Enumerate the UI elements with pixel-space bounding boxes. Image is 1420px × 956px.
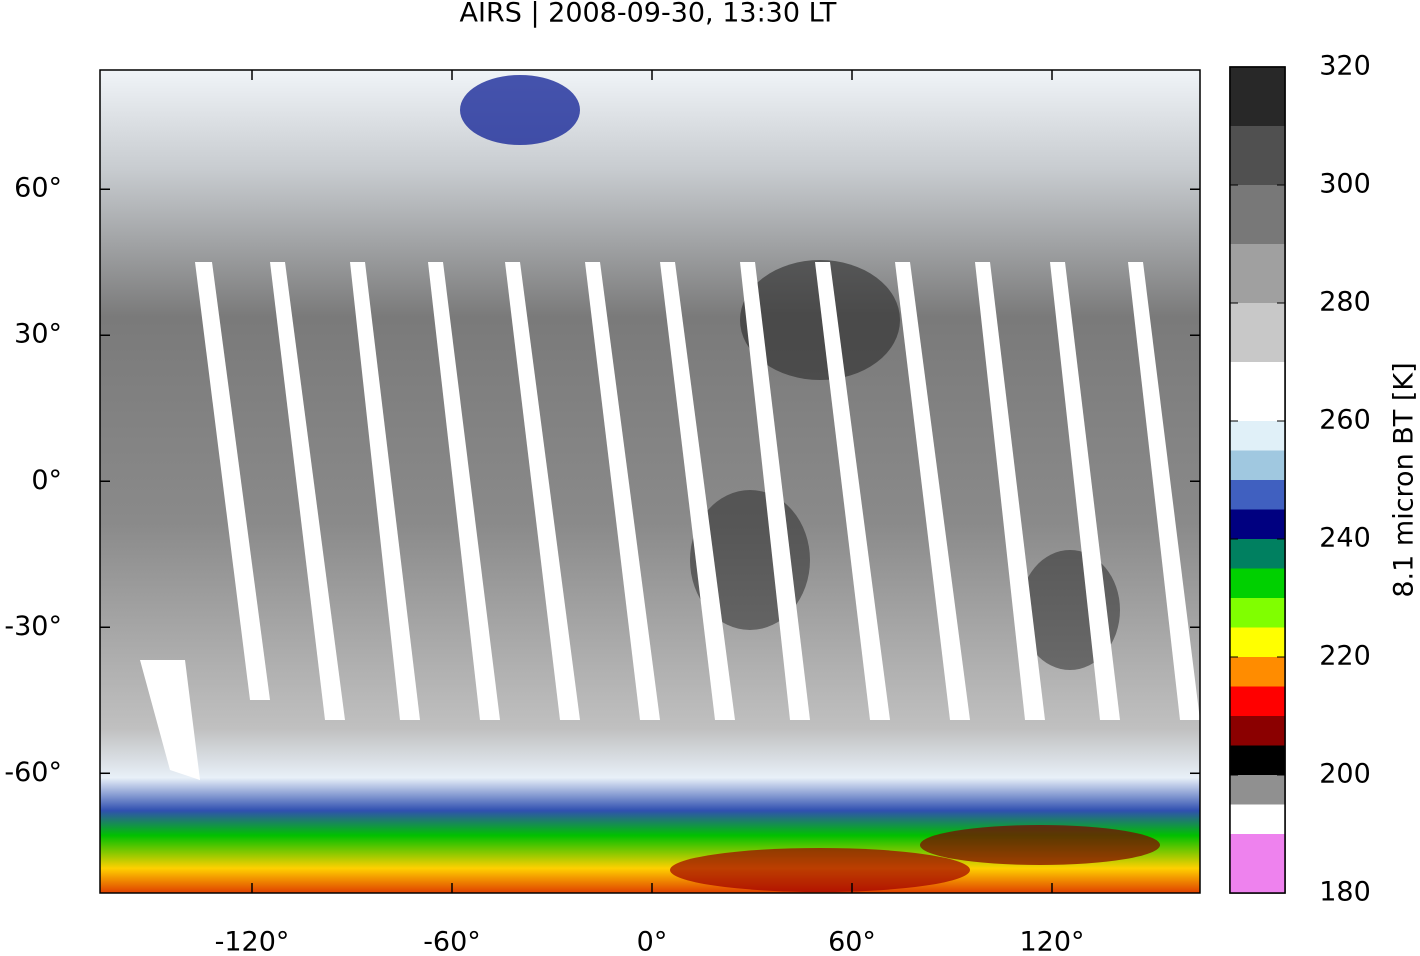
x-tick-label: 60° [828, 927, 876, 956]
colorbar-label: 8.1 micron BT [K] [1389, 362, 1420, 597]
colorbar-segment [1230, 804, 1285, 834]
colorbar-segment [1230, 421, 1285, 451]
colorbar-segment [1230, 450, 1285, 480]
colorbar-segment [1230, 480, 1285, 510]
colorbar-segment [1230, 834, 1285, 893]
map-image [100, 70, 1200, 893]
colorbar-tick-label: 260 [1319, 405, 1371, 436]
colorbar-tick-label: 320 [1319, 51, 1371, 82]
colorbar-segment [1230, 657, 1285, 687]
x-tick-label: -60° [423, 927, 481, 956]
colorbar-segment [1230, 716, 1285, 746]
colorbar-tick-label: 300 [1319, 169, 1371, 200]
x-tick-label: -120° [215, 927, 290, 956]
y-tick-label: 30° [14, 319, 62, 350]
colorbar-segment [1230, 67, 1285, 126]
colorbar-segment [1230, 598, 1285, 628]
y-tick-label: -30° [4, 611, 62, 642]
colorbar-segment [1230, 539, 1285, 569]
colorbar-segment [1230, 686, 1285, 716]
y-tick-label: 60° [14, 173, 62, 204]
colorbar-segment [1230, 745, 1285, 775]
y-tick-label: -60° [4, 757, 62, 788]
colorbar-segment [1230, 627, 1285, 657]
x-tick-label: 0° [637, 927, 668, 956]
colorbar-segment [1230, 509, 1285, 539]
colorbar-tick-label: 280 [1319, 287, 1371, 318]
colorbar-segment [1230, 775, 1285, 805]
colorbar-segment [1230, 362, 1285, 421]
colorbar-tick-label: 200 [1319, 759, 1371, 790]
colorbar-tick-label: 220 [1319, 641, 1371, 672]
colorbar-tick-label: 240 [1319, 523, 1371, 554]
colorbar-segment [1230, 568, 1285, 598]
colorbar-tick-label: 180 [1319, 877, 1371, 908]
colorbar-segment [1230, 303, 1285, 362]
chart-title: AIRS | 2008-09-30, 13:30 LT [460, 0, 837, 29]
x-tick-label: 120° [1019, 927, 1084, 956]
y-tick-label: 0° [31, 465, 62, 496]
colorbar-segment [1230, 185, 1285, 244]
colorbar-segment [1230, 244, 1285, 303]
colorbar-segment [1230, 126, 1285, 185]
colorbar-border [1229, 66, 1286, 894]
